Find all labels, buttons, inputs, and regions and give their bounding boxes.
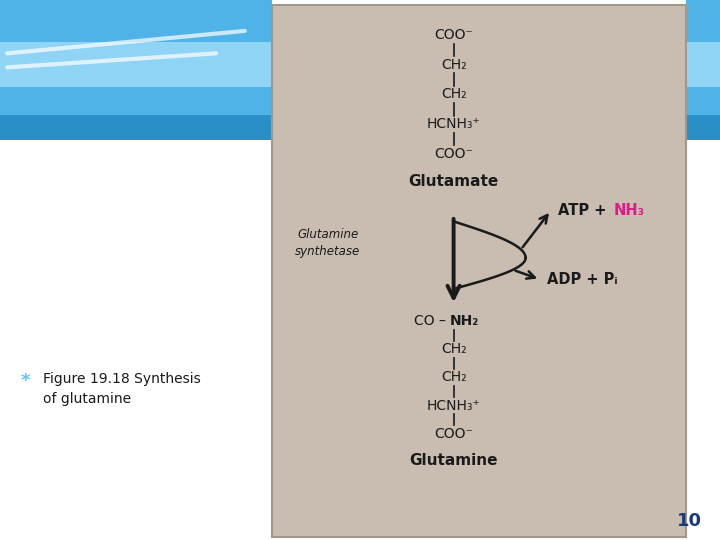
Text: *: * xyxy=(20,372,30,390)
Text: CH₂: CH₂ xyxy=(441,342,467,356)
Text: Glutamine
synthetase: Glutamine synthetase xyxy=(295,228,360,258)
Text: COO⁻: COO⁻ xyxy=(434,147,473,161)
Text: 10: 10 xyxy=(677,512,702,530)
Text: CH₂: CH₂ xyxy=(441,87,467,102)
Text: Glutamine: Glutamine xyxy=(410,453,498,468)
Text: ATP +: ATP + xyxy=(558,203,611,218)
Bar xyxy=(0,0,272,140)
Text: HCNH₃⁺: HCNH₃⁺ xyxy=(427,399,480,413)
Text: CH₂: CH₂ xyxy=(441,58,467,72)
Text: NH₂: NH₂ xyxy=(450,314,480,328)
Text: COO⁻: COO⁻ xyxy=(434,427,473,441)
Text: CH₂: CH₂ xyxy=(441,370,467,384)
Text: CO –: CO – xyxy=(414,314,450,328)
Text: Glutamate: Glutamate xyxy=(408,174,499,190)
Text: ADP + Pᵢ: ADP + Pᵢ xyxy=(547,272,618,287)
Bar xyxy=(686,0,720,140)
Bar xyxy=(272,5,686,537)
Bar xyxy=(686,42,720,87)
Text: Figure 19.18 Synthesis
of glutamine: Figure 19.18 Synthesis of glutamine xyxy=(43,372,201,406)
Text: HCNH₃⁺: HCNH₃⁺ xyxy=(427,117,480,131)
Bar xyxy=(0,115,272,140)
Text: COO⁻: COO⁻ xyxy=(434,28,473,42)
Bar xyxy=(0,42,272,87)
Text: NH₃: NH₃ xyxy=(613,203,644,218)
Bar xyxy=(686,115,720,140)
